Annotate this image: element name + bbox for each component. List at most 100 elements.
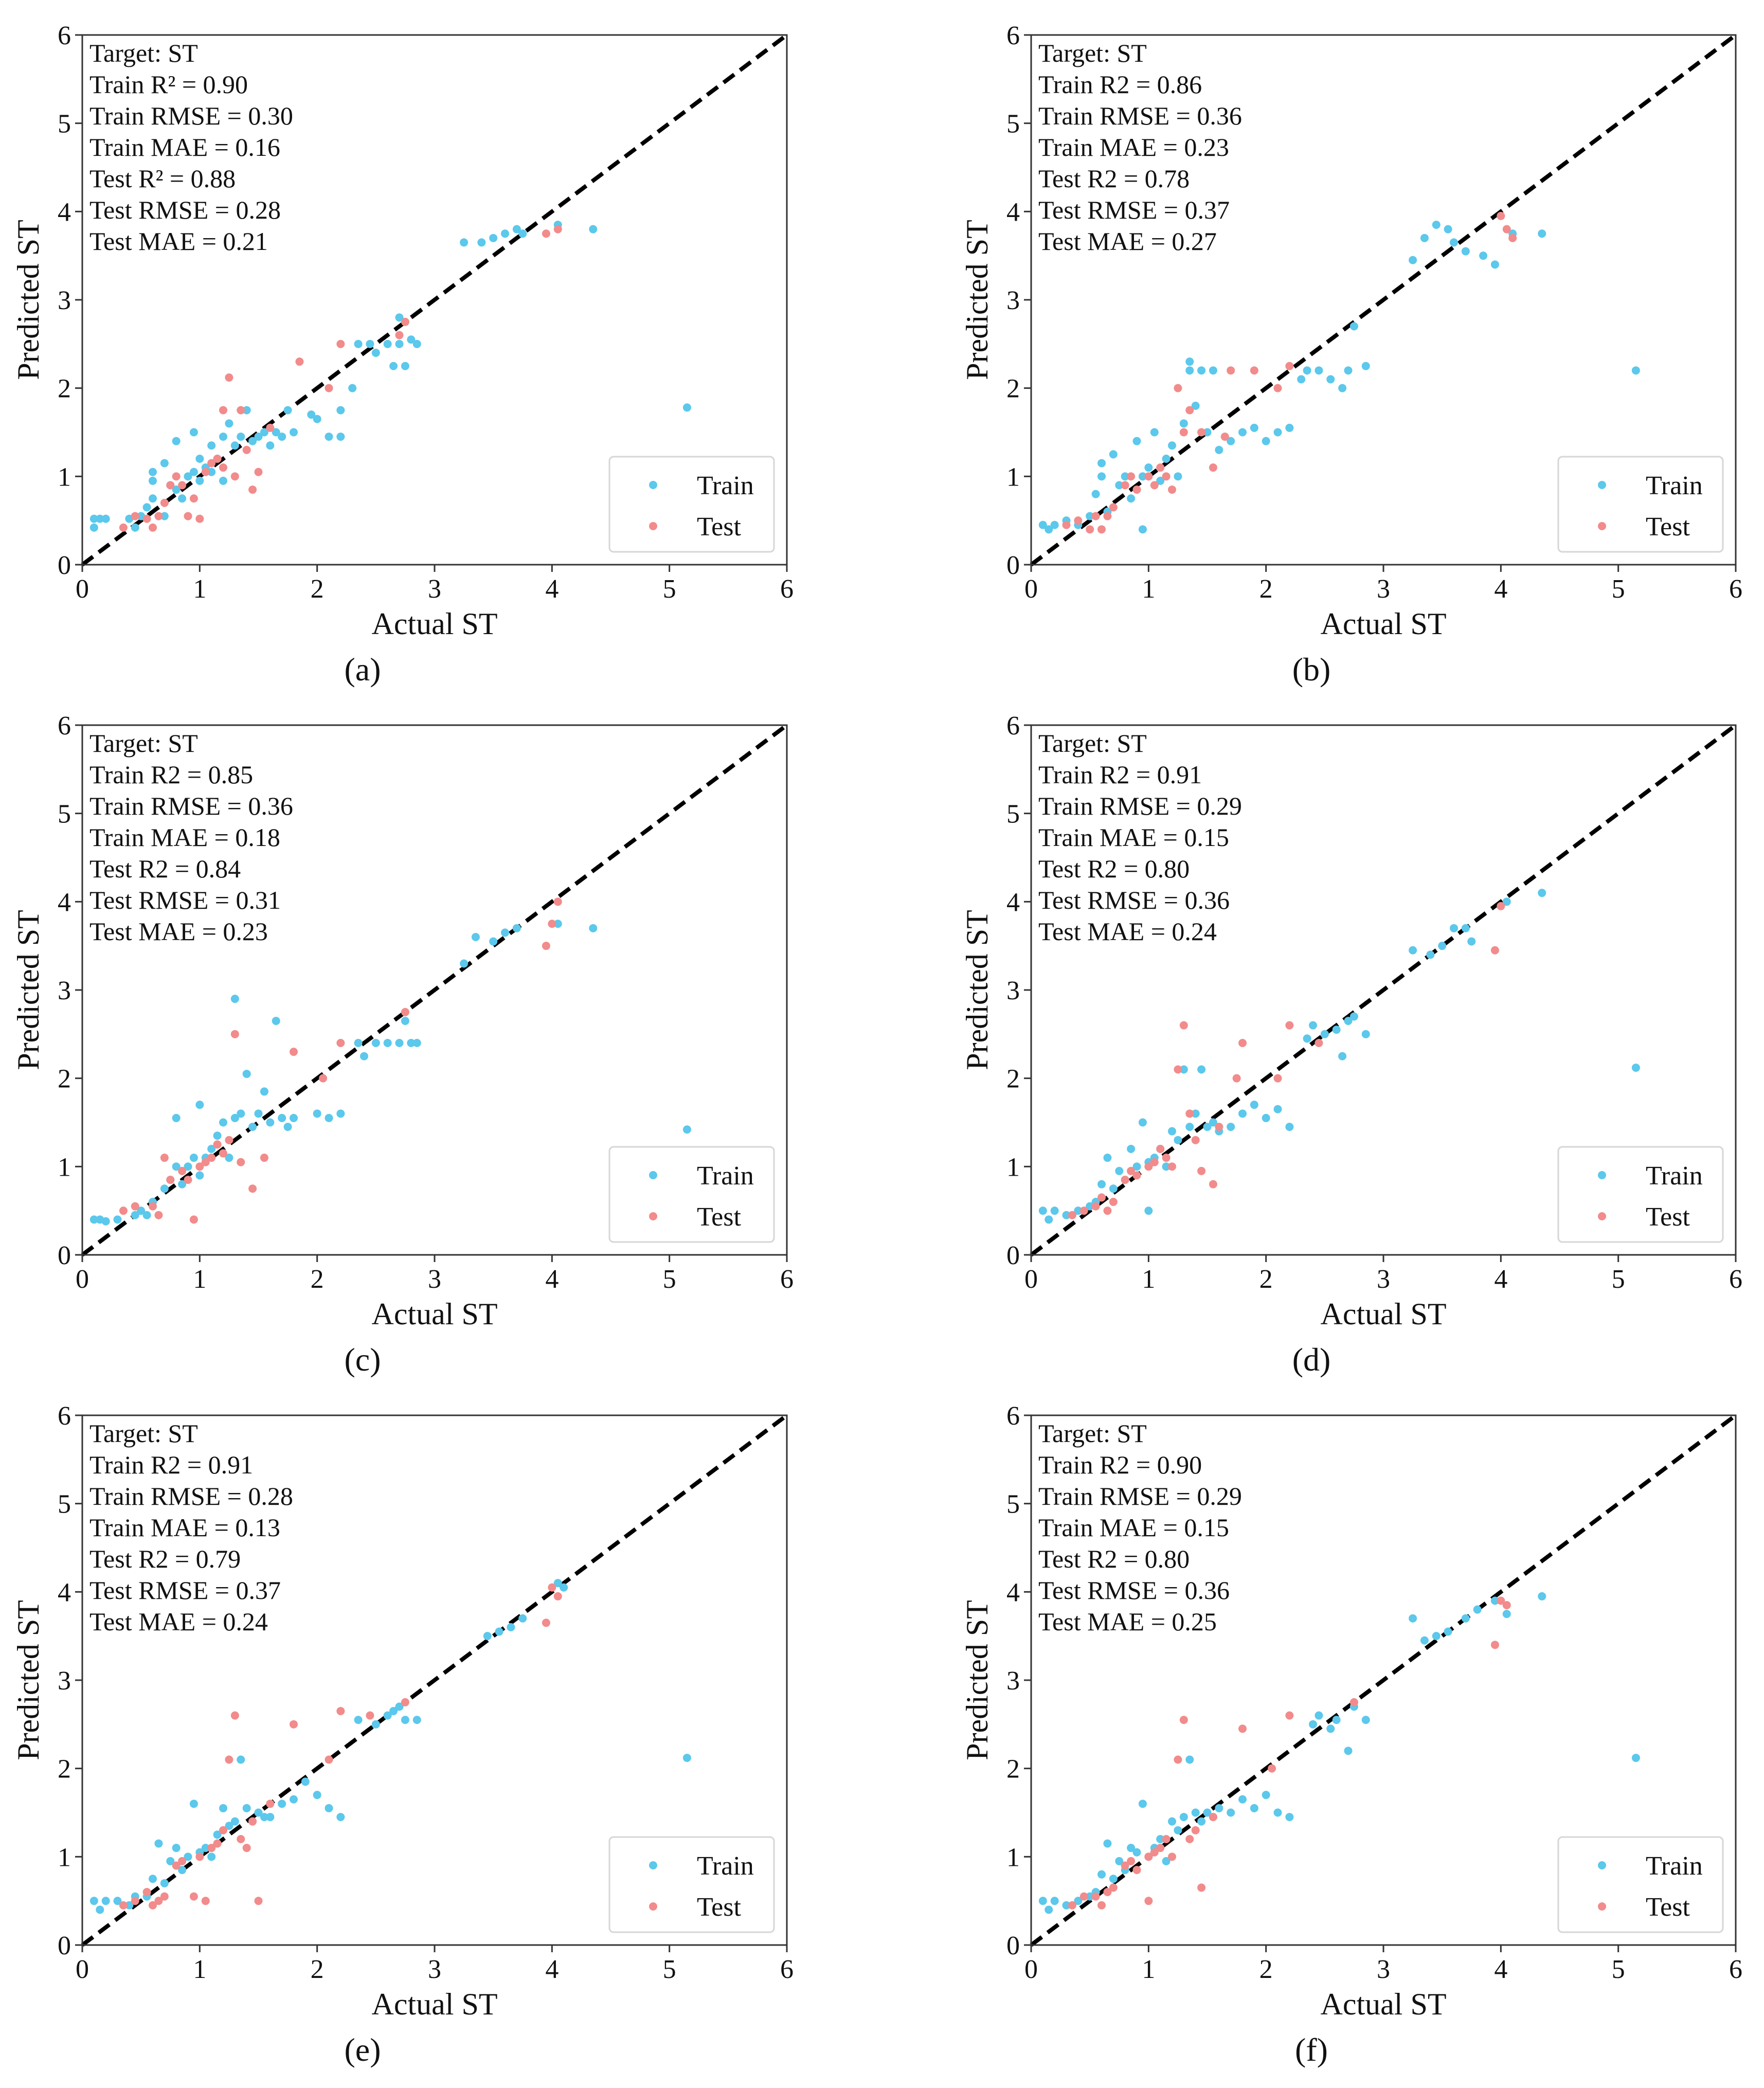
data-point-train xyxy=(401,1017,409,1025)
x-tick-label: 6 xyxy=(780,1955,794,1984)
x-tick-label: 3 xyxy=(428,574,441,604)
data-point-test xyxy=(1179,1021,1188,1030)
legend-marker xyxy=(1598,1902,1606,1911)
data-point-train xyxy=(230,441,239,450)
x-tick-label: 1 xyxy=(193,1265,206,1294)
data-point-train xyxy=(1109,1184,1118,1193)
data-point-train xyxy=(1127,1844,1136,1852)
data-point-train xyxy=(1168,1817,1176,1826)
data-point-test xyxy=(1121,1176,1129,1184)
data-point-train xyxy=(178,494,187,503)
data-point-test xyxy=(201,1158,210,1166)
data-point-train xyxy=(395,313,404,322)
data-point-train xyxy=(518,1614,527,1623)
data-point-train xyxy=(89,514,98,523)
data-point-test xyxy=(1162,1154,1171,1162)
legend-marker xyxy=(1598,522,1606,530)
data-point-train xyxy=(195,476,204,485)
y-tick-label: 2 xyxy=(1006,1755,1020,1784)
data-point-train xyxy=(1273,1808,1282,1817)
data-point-train xyxy=(412,1039,421,1047)
data-point-train xyxy=(1303,366,1311,375)
data-point-train xyxy=(1467,937,1476,946)
data-point-train xyxy=(195,1171,204,1180)
data-point-test xyxy=(131,1202,139,1211)
data-point-train xyxy=(237,433,245,441)
x-tick-label: 6 xyxy=(780,574,794,604)
metrics-annotation-line: Test R2 = 0.80 xyxy=(1038,854,1190,883)
y-tick-label: 5 xyxy=(1006,800,1020,829)
data-point-test xyxy=(1150,1158,1159,1166)
data-point-train xyxy=(1185,366,1194,375)
data-point-test xyxy=(1168,485,1176,494)
chart-panel: 0 1 2 3 4 5 6 0 1 2 3 4 5 6 Actual ST Predicted ST Targe… xyxy=(960,711,1742,1378)
data-point-test xyxy=(1103,1207,1112,1215)
data-point-train xyxy=(1444,225,1452,233)
data-point-train xyxy=(1338,384,1347,392)
x-tick-label: 0 xyxy=(76,1955,89,1984)
data-point-train xyxy=(225,1822,233,1830)
data-point-test xyxy=(395,331,404,339)
data-point-train xyxy=(371,1039,380,1047)
data-point-train xyxy=(1132,437,1141,445)
x-axis-label: Actual ST xyxy=(1321,1987,1447,2021)
data-point-test xyxy=(290,1720,298,1729)
data-point-train xyxy=(354,1039,363,1047)
data-point-test xyxy=(1191,1826,1200,1834)
data-point-test xyxy=(1174,384,1182,392)
x-tick-label: 6 xyxy=(1729,574,1742,604)
data-point-train xyxy=(460,959,469,968)
legend-label: Test xyxy=(697,1893,741,1922)
data-point-test xyxy=(1132,1866,1141,1875)
metrics-annotation-line: Test R2 = 0.84 xyxy=(89,854,241,883)
data-point-train xyxy=(101,1217,110,1226)
data-point-test xyxy=(1185,1835,1194,1843)
data-point-train xyxy=(383,339,392,348)
x-axis-label: Actual ST xyxy=(1321,607,1447,641)
data-point-train xyxy=(1103,1839,1112,1848)
metrics-annotation-line: Test RMSE = 0.36 xyxy=(1038,1576,1230,1605)
data-point-test xyxy=(542,1618,550,1627)
data-point-train xyxy=(142,503,151,512)
x-tick-label: 4 xyxy=(1494,1265,1507,1294)
y-tick-label: 1 xyxy=(58,1153,71,1182)
data-point-train xyxy=(184,1852,192,1861)
data-point-train xyxy=(96,514,104,523)
data-point-train xyxy=(1191,1109,1200,1118)
data-point-train xyxy=(1045,1905,1053,1914)
data-point-train xyxy=(1250,1804,1258,1812)
data-point-test xyxy=(1150,481,1159,490)
data-point-test xyxy=(260,1154,268,1162)
y-tick-label: 5 xyxy=(58,800,71,829)
data-point-train xyxy=(283,406,292,415)
data-point-train xyxy=(501,229,509,238)
data-point-test xyxy=(1250,366,1258,375)
data-point-train xyxy=(1162,455,1171,463)
data-point-train xyxy=(248,437,257,445)
data-point-train xyxy=(360,1052,368,1060)
data-point-test xyxy=(1132,1171,1141,1180)
data-point-train xyxy=(272,428,280,437)
data-point-train xyxy=(1332,1716,1341,1724)
data-point-train xyxy=(471,933,480,941)
data-point-train xyxy=(1174,472,1182,481)
data-point-train xyxy=(195,455,204,463)
data-point-train xyxy=(1086,512,1094,520)
series-test xyxy=(1068,1596,1511,1910)
data-point-train xyxy=(1262,437,1270,445)
data-point-train xyxy=(1297,375,1306,384)
data-point-test xyxy=(1220,433,1229,441)
data-point-test xyxy=(230,1030,239,1038)
data-point-train xyxy=(1197,366,1206,375)
data-point-train xyxy=(166,1857,175,1865)
data-point-test xyxy=(189,1215,198,1224)
data-point-train xyxy=(1086,1202,1094,1211)
data-point-train xyxy=(1303,1034,1311,1043)
data-point-train xyxy=(172,1162,181,1171)
legend-marker xyxy=(649,481,657,489)
data-point-train xyxy=(113,1215,122,1224)
data-point-test xyxy=(178,1166,187,1175)
metrics-annotation-line: Test MAE = 0.24 xyxy=(89,1607,268,1636)
data-point-train xyxy=(589,225,598,233)
